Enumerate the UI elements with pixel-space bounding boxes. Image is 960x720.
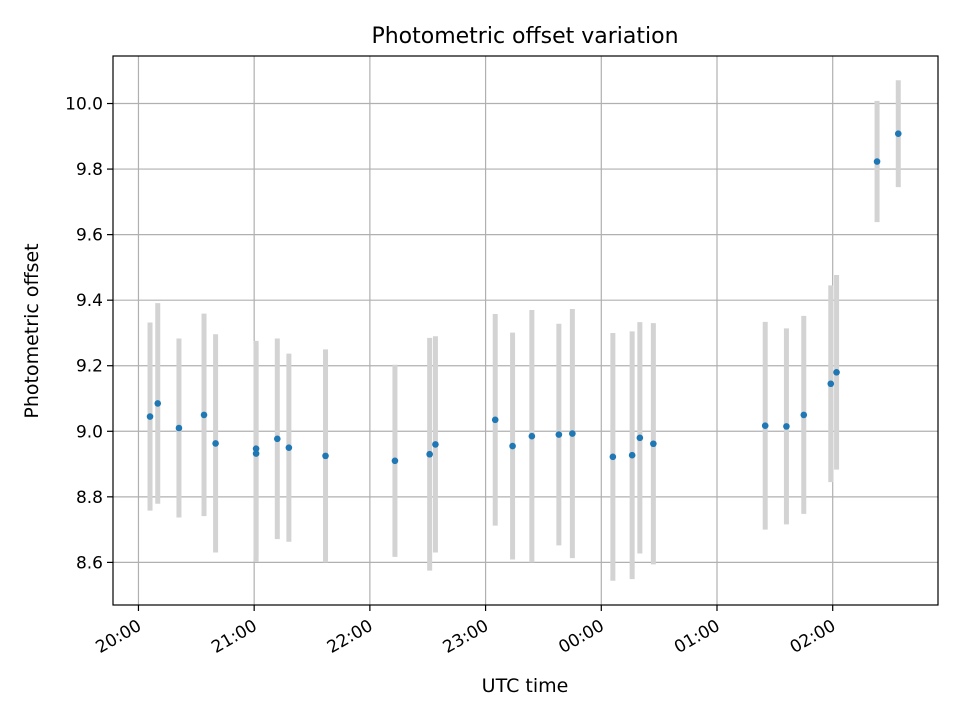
y-tick-label: 8.8	[76, 488, 103, 508]
data-point	[800, 411, 808, 419]
data-point	[609, 453, 617, 461]
data-point	[761, 422, 769, 430]
y-tick-label: 9.0	[76, 422, 103, 442]
data-point	[252, 450, 260, 457]
y-tick-label: 9.6	[76, 226, 103, 246]
data-point	[154, 400, 162, 407]
data-point	[873, 158, 881, 165]
data-point	[569, 430, 576, 437]
x-axis-label: UTC time	[482, 675, 569, 697]
data-point	[212, 440, 219, 447]
data-point	[391, 457, 399, 465]
data-point	[528, 432, 536, 440]
data-point	[200, 411, 208, 419]
plot-frame	[112, 55, 939, 606]
grid-layer	[113, 56, 938, 605]
data-point	[491, 416, 499, 424]
data-point	[555, 431, 563, 438]
data-point	[175, 424, 183, 432]
data-point	[146, 413, 154, 420]
data-point	[636, 434, 644, 442]
data-point	[628, 451, 636, 459]
y-tick-label: 8.6	[76, 553, 103, 573]
data-point	[274, 435, 281, 443]
y-tick-label: 9.4	[76, 291, 103, 311]
y-tick-label: 9.2	[76, 357, 103, 377]
data-point	[285, 444, 293, 451]
chart-title: Photometric offset variation	[371, 24, 678, 49]
y-axis-label: Photometric offset	[21, 243, 43, 418]
data-point	[833, 368, 840, 376]
y-tick-label: 9.8	[76, 160, 103, 180]
data-point	[783, 423, 790, 430]
data-point	[650, 440, 657, 448]
data-point	[432, 441, 439, 448]
data-point	[827, 380, 835, 388]
data-point	[894, 130, 902, 137]
point-layer	[146, 130, 902, 465]
y-tick-label: 10.0	[65, 95, 103, 115]
data-point	[426, 450, 433, 458]
data-point	[252, 445, 260, 452]
data-point	[509, 442, 516, 450]
data-point	[322, 452, 329, 460]
